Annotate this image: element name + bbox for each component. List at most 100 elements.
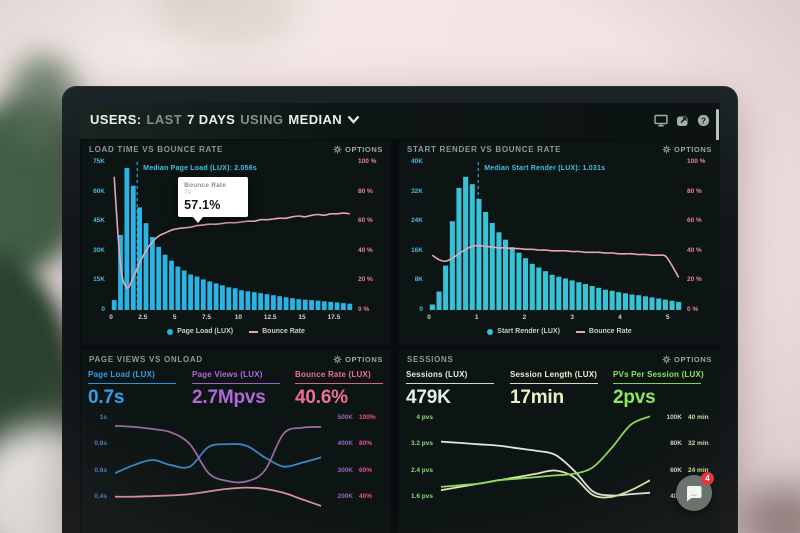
metric-value: 40.6% [295,387,348,408]
series-line [441,440,650,497]
bar [334,302,340,310]
bar [589,286,595,310]
axis-tick-label: 2 [522,314,527,321]
bar [137,207,142,310]
axis-tick-label: 10 [234,314,242,321]
axis-tick-label: 32K [411,187,423,195]
bar [169,260,174,310]
bar [569,280,575,310]
bar [563,278,569,310]
legend-label: Page Load (LUX) [177,328,234,335]
panel-page-views: PAGE VIEWS VS ONLOAD OPTIONS Page Load (… [81,350,391,533]
axis-tick-label: 0.4s [94,492,107,500]
metric-label: Page Load (LUX) [88,370,156,379]
dashboard-screen: USERS: LAST 7 DAYS USING MEDIAN ? LOAD T… [80,103,720,533]
metric-label: Bounce Rate (LUX) [295,370,371,379]
axis-tick-label: 24 min [688,466,709,474]
bar [476,199,482,310]
bar [175,266,181,310]
bar [347,303,353,310]
series-line [115,486,321,507]
bar [662,299,668,310]
axis-tick-label: 5 [665,314,670,321]
tooltip-value: 57.1% [184,198,221,213]
options-label: OPTIONS [674,355,712,364]
bar [277,296,283,310]
axis-tick-label: 0 [427,314,431,321]
axis-tick-label: 200K [337,492,353,500]
axis-tick-label: 0 [101,306,105,313]
axis-tick-label: 5 [172,314,177,321]
metric-page-load: Page Load (LUX) 0.7s [88,370,186,409]
line-plot[interactable] [115,412,321,533]
axis-tick-label: 100 % [687,158,706,165]
metric-label: PVs Per Session (LUX) [613,370,704,379]
line-plot[interactable] [441,412,650,533]
title-last: LAST [146,112,183,127]
metric-value: 2.7Mpvs [192,387,266,408]
legend-dot [167,328,174,335]
bar [143,223,149,310]
bar [207,281,213,310]
title-median: MEDIAN [288,112,343,127]
axis-tick-label: 45K [93,217,105,225]
panel-title: SESSIONS [407,355,454,364]
bar [556,276,562,310]
bar [264,294,270,310]
metric-label: Session Length (LUX) [510,370,598,379]
axis-tick-label: 100% [359,414,376,421]
bar [283,297,289,310]
bar [150,237,155,310]
axis-tick-label: 40% [359,492,373,500]
histogram-plot[interactable] [111,162,353,310]
axis-tick-label: 500K [337,414,353,421]
bounce-rate-line [431,244,680,278]
bar [162,254,168,310]
tooltip-x-value: 7s [184,190,191,197]
bar [549,274,555,310]
axis-tick-label: 60K [670,466,682,474]
options-button[interactable]: OPTIONS [331,353,385,366]
options-button[interactable]: OPTIONS [660,143,714,156]
bar [118,235,123,310]
bar [516,252,522,310]
axis-tick-label: 80% [359,440,373,448]
panel-sessions: SESSIONS OPTIONS Sessions (LUX) 479K Ses… [399,350,720,533]
chart-legend: Start Render (LUX) Bounce Rate [399,328,720,335]
metric-pvs-per-session: PVs Per Session (LUX) 2pvs [613,370,711,409]
gear-icon [662,355,671,364]
bar [456,187,462,310]
axis-tick-label: 40 min [688,414,709,421]
axis-tick-label: 8K [414,276,423,284]
options-button[interactable]: OPTIONS [331,143,385,156]
bar [130,185,136,310]
options-button[interactable]: OPTIONS [660,353,714,366]
axis-tick-label: 24K [411,217,423,225]
axis-tick-label: 400K [337,440,353,448]
histogram-plot[interactable] [429,162,682,310]
axis-tick-label: 0 % [358,306,370,313]
chat-bubble-icon [686,485,702,501]
axis-tick-label: 32 min [688,440,709,448]
axis-tick-label: 80 % [687,187,702,195]
bar [529,263,535,310]
axis-tick-label: 300K [337,466,353,474]
scrollbar-thumb[interactable] [716,109,719,149]
bar [315,300,321,310]
bar [676,301,682,310]
share-icon[interactable] [676,114,689,127]
axis-tick-label: 4 [618,314,622,321]
axis-tick-label: 20 % [358,276,373,284]
metric-label: Sessions (LUX) [406,370,468,379]
help-icon[interactable]: ? [697,114,710,127]
gear-icon [333,355,342,364]
legend-dash [249,330,259,333]
axis-tick-label: 80K [670,440,682,448]
axis-tick-label: 40K [411,158,423,165]
chat-widget-button[interactable]: 4 [676,472,714,511]
users-range-dropdown[interactable]: USERS: LAST 7 DAYS USING MEDIAN [90,112,360,127]
axis-tick-label: 7.5 [201,314,212,321]
display-icon[interactable] [654,114,668,127]
axis-tick-label: 17.5 [327,314,341,321]
